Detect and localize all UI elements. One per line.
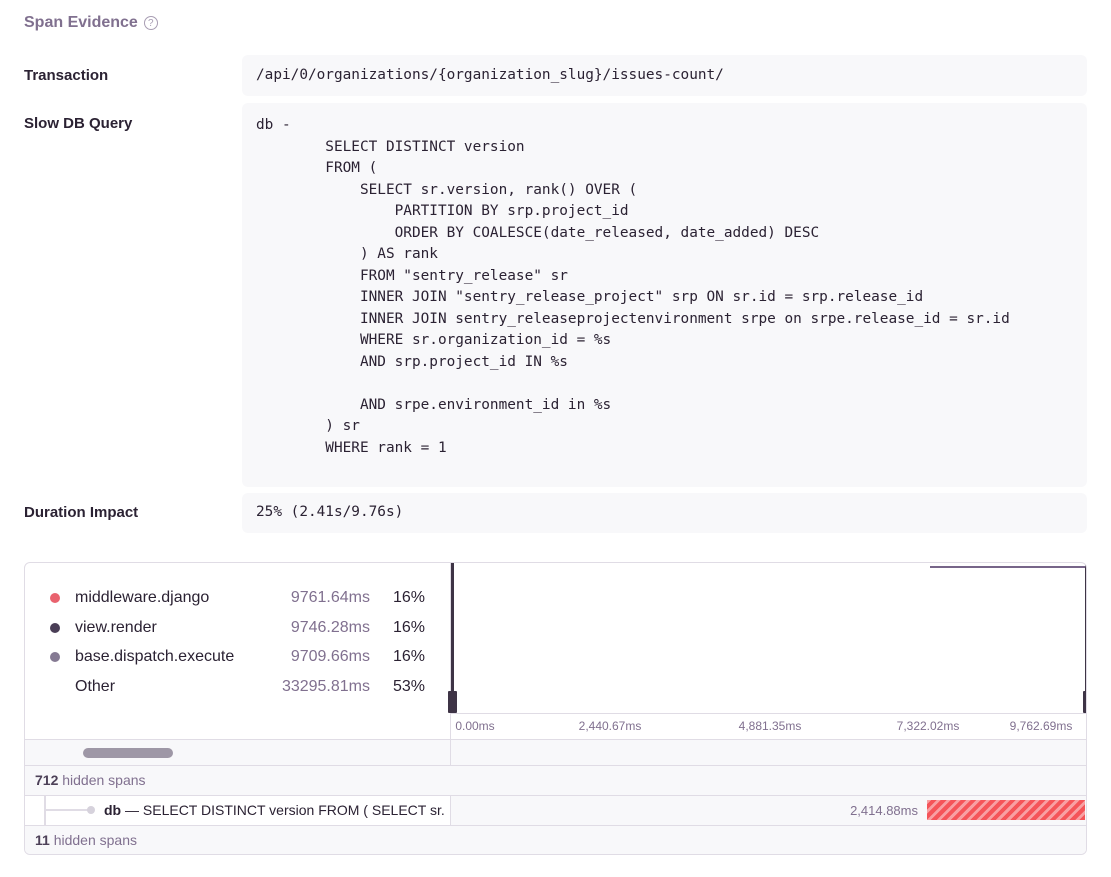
slow-db-query-value: db - SELECT DISTINCT version FROM ( SELE… <box>242 103 1087 487</box>
hidden-count: 712 <box>35 772 59 788</box>
minimap-right-handle[interactable] <box>1083 691 1086 713</box>
legend-item: base.dispatch.execute 9709.66ms 16% <box>25 642 450 672</box>
legend-dot-icon <box>50 652 60 663</box>
op-name: view.render <box>75 618 157 636</box>
hidden-label: hidden spans <box>62 772 146 788</box>
op-percent: 16% <box>392 618 425 636</box>
legend-dot-icon <box>50 592 60 603</box>
tree-connector <box>46 809 92 811</box>
hidden-count: 11 <box>35 832 50 848</box>
axis-tick: 0.00ms <box>455 719 495 733</box>
minimap-left-handle[interactable] <box>448 691 457 713</box>
minimap-span-bar <box>930 566 1086 568</box>
legend-item: Other 33295.81ms 53% <box>25 672 450 702</box>
axis-tick: 2,440.67ms <box>578 719 642 733</box>
span-bar[interactable] <box>926 800 1085 820</box>
span-duration: 2,414.88ms <box>850 803 918 818</box>
op-duration: 9709.66ms <box>290 648 370 666</box>
span-node-icon <box>87 806 95 814</box>
minimap[interactable] <box>448 563 1086 713</box>
legend-item: view.render 9746.28ms 16% <box>25 613 450 643</box>
span-op: db <box>104 802 122 818</box>
axis-tick: 7,322.02ms <box>896 719 960 733</box>
hidden-label: hidden spans <box>53 832 137 848</box>
slow-db-query-label: Slow DB Query <box>24 115 133 132</box>
transaction-label: Transaction <box>24 67 109 84</box>
op-name: Other <box>75 677 116 695</box>
legend-item: middleware.django 9761.64ms 16% <box>25 583 450 613</box>
op-duration: 9761.64ms <box>290 588 370 606</box>
span-sep: — <box>121 802 143 818</box>
duration-impact-value: 25% (2.41s/9.76s) <box>242 493 1087 533</box>
trace-view: middleware.django 9761.64ms 16% view.rende… <box>24 562 1087 855</box>
horizontal-scrollbar[interactable] <box>83 748 173 758</box>
duration-impact-label: Duration Impact <box>24 504 139 521</box>
span-title: db — SELECT DISTINCT version FROM ( SELE… <box>104 802 450 818</box>
minimap-right-edge <box>1085 563 1086 713</box>
op-duration: 9746.28ms <box>290 618 370 636</box>
title-text: Span Evidence <box>24 14 138 31</box>
axis-tick: 4,881.35ms <box>738 719 802 733</box>
axis-tick: 9,762.69ms <box>1009 719 1073 733</box>
minimap-left-edge <box>451 563 454 713</box>
op-percent: 53% <box>392 677 425 695</box>
ops-breakdown-legend: middleware.django 9761.64ms 16% view.rende… <box>25 583 450 702</box>
help-icon[interactable]: ? <box>143 16 158 30</box>
op-name: middleware.django <box>75 588 210 606</box>
legend-blank <box>50 682 60 692</box>
legend-dot-icon <box>50 622 60 633</box>
op-percent: 16% <box>392 588 425 606</box>
span-bar-area: 2,414.88ms <box>450 796 1086 826</box>
scrollbar-row <box>25 739 1086 766</box>
op-percent: 16% <box>392 648 425 666</box>
time-axis: 0.00ms 2,440.67ms 4,881.35ms 7,322.02ms … <box>450 713 1086 739</box>
op-name: base.dispatch.execute <box>75 648 235 666</box>
op-duration: 33295.81ms <box>281 677 370 695</box>
hidden-spans-bottom[interactable]: 11 hidden spans <box>25 825 1086 854</box>
hidden-spans-top[interactable]: 712 hidden spans <box>25 765 1086 795</box>
span-row[interactable]: db — SELECT DISTINCT version FROM ( SELE… <box>25 795 1086 826</box>
transaction-value: /api/0/organizations/{organization_slug}… <box>242 55 1087 96</box>
span-description: SELECT DISTINCT version FROM ( SELECT sr… <box>142 802 445 818</box>
tree-line <box>44 796 46 826</box>
section-title: Span Evidence? <box>24 14 158 32</box>
